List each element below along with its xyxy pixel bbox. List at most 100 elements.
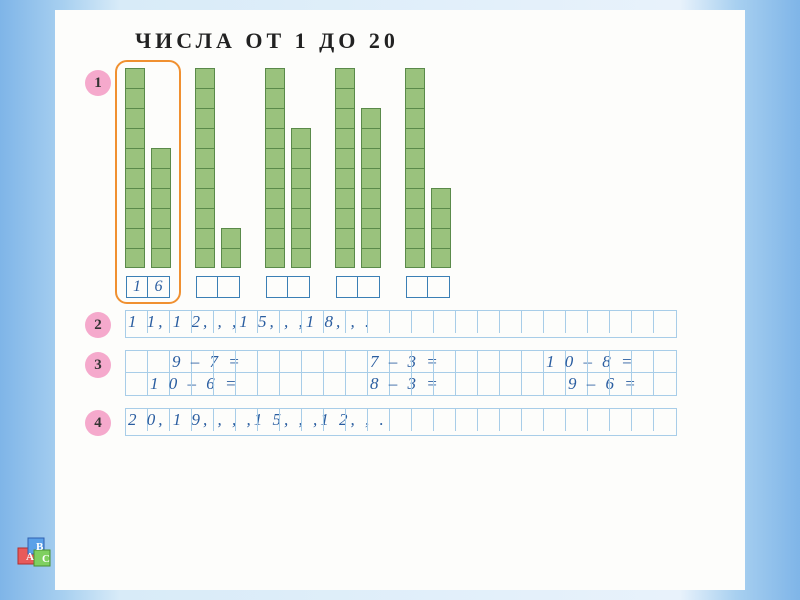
answer-cell[interactable] <box>266 276 288 298</box>
grid-cell <box>390 351 412 373</box>
svg-text:C: C <box>42 553 50 565</box>
grid-cell <box>368 311 390 333</box>
bar-cell <box>265 68 285 88</box>
grid-cell <box>258 311 280 333</box>
grid-cell <box>588 409 610 431</box>
grid-cell <box>126 373 148 395</box>
bar-cell <box>405 128 425 148</box>
bar-cell <box>405 228 425 248</box>
grid-cell <box>412 409 434 431</box>
grid-cell <box>654 409 676 431</box>
bar-cell <box>195 68 215 88</box>
bar-group <box>405 68 451 298</box>
answer-cell[interactable] <box>336 276 358 298</box>
grid-cell <box>610 409 632 431</box>
bar-cell <box>195 208 215 228</box>
grid-cell <box>170 409 192 431</box>
bars <box>405 68 451 268</box>
bar-cell <box>125 188 145 208</box>
bar-cell <box>291 228 311 248</box>
bar-cell <box>405 68 425 88</box>
bar <box>125 68 145 268</box>
bars <box>335 68 381 268</box>
bar-cell <box>405 88 425 108</box>
grid-cell: 1 0 – 8 = <box>544 351 566 373</box>
grid-cell <box>610 351 632 373</box>
answer-cell[interactable]: 6 <box>148 276 170 298</box>
answer-cell[interactable]: 1 <box>126 276 148 298</box>
grid-cell <box>214 409 236 431</box>
bar-cell <box>125 168 145 188</box>
answer-cell[interactable] <box>428 276 450 298</box>
bar-cell <box>291 248 311 268</box>
bar-cell <box>361 248 381 268</box>
bar-group <box>335 68 381 298</box>
grid-cell <box>544 409 566 431</box>
section-4: 4 2 0, 1 9, , , ,1 5, , ,1 2, , . <box>85 408 715 436</box>
grid-cell <box>500 409 522 431</box>
answer-box[interactable] <box>266 276 310 298</box>
bar-cell <box>335 228 355 248</box>
grid-cell <box>368 409 390 431</box>
answer-box[interactable] <box>196 276 240 298</box>
bar-cell <box>125 228 145 248</box>
grid-cell <box>214 311 236 333</box>
grid-cell <box>544 373 566 395</box>
answer-cell[interactable] <box>358 276 380 298</box>
svg-text:A: A <box>26 551 34 563</box>
bar-cell <box>221 228 241 248</box>
grid-cell <box>434 409 456 431</box>
grid-cell <box>258 351 280 373</box>
grid-cell: 1 0 – 6 = <box>148 373 170 395</box>
bar <box>291 128 311 268</box>
grid-cell <box>280 311 302 333</box>
grid-cell <box>324 351 346 373</box>
bar-cell <box>291 188 311 208</box>
bar <box>405 68 425 268</box>
grid-cell: 8 – 3 = <box>368 373 390 395</box>
grid-cell <box>632 409 654 431</box>
grid-cell <box>588 351 610 373</box>
answer-box[interactable]: 16 <box>126 276 170 298</box>
grid-cell <box>522 409 544 431</box>
grid-cell <box>302 351 324 373</box>
bar-cell <box>265 208 285 228</box>
answer-cell[interactable] <box>218 276 240 298</box>
answer-cell[interactable] <box>288 276 310 298</box>
bar-cell <box>151 248 171 268</box>
grid-cell <box>522 351 544 373</box>
grid-cell <box>478 409 500 431</box>
grid-cell <box>126 351 148 373</box>
answer-box[interactable] <box>406 276 450 298</box>
worksheet-page: ЧИСЛА ОТ 1 ДО 20 1 16 2 1 1, 1 2, , ,1 5… <box>55 10 745 590</box>
grid-cell <box>390 373 412 395</box>
grid-cell <box>236 373 258 395</box>
bar-cell <box>361 188 381 208</box>
bar-cell <box>361 228 381 248</box>
answer-box[interactable] <box>336 276 380 298</box>
answer-cell[interactable] <box>196 276 218 298</box>
grid-cell <box>632 351 654 373</box>
bar-cell <box>405 168 425 188</box>
bar <box>151 148 171 268</box>
bar-cell <box>335 108 355 128</box>
grid-cell <box>236 311 258 333</box>
grid-cell <box>654 373 676 395</box>
grid-cell <box>632 311 654 333</box>
bars <box>195 68 241 268</box>
bar-cell <box>265 108 285 128</box>
bar-cell <box>195 88 215 108</box>
section-1: 1 16 <box>85 68 715 298</box>
bar-cell <box>431 248 451 268</box>
answer-cell[interactable] <box>406 276 428 298</box>
grid-cell <box>192 373 214 395</box>
bar-cell <box>125 88 145 108</box>
grid-cell <box>192 409 214 431</box>
grid-cell <box>478 373 500 395</box>
grid-cell <box>566 311 588 333</box>
bar-cell <box>291 128 311 148</box>
grid-cell <box>346 351 368 373</box>
grid-cell <box>236 409 258 431</box>
grid-cell <box>610 373 632 395</box>
grid-cell <box>500 311 522 333</box>
